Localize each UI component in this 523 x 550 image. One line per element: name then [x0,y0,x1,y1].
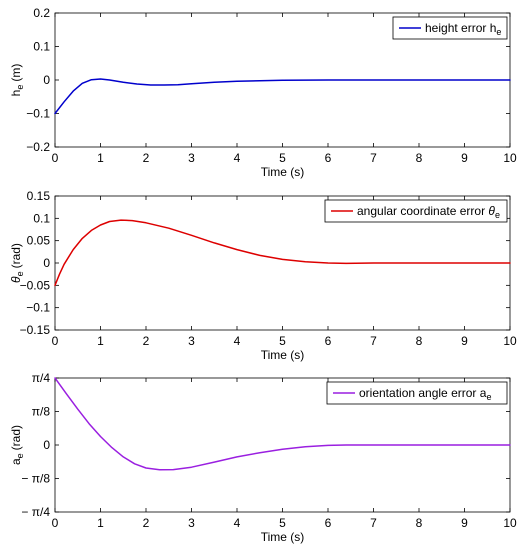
y-axis-label: he (m) [9,64,25,97]
y-tick-label: −0.1 [26,301,50,315]
x-tick-label: 7 [370,334,377,348]
x-tick-label: 10 [503,151,517,165]
legend: orientation angle error ae [326,381,508,405]
x-tick-label: 5 [279,334,286,348]
x-tick-label: 2 [143,151,150,165]
legend-box [326,381,508,405]
y-axis-symbol: a [9,458,23,465]
y-tick-label: 0.1 [33,211,50,225]
legend-symbol: h [490,21,497,35]
x-tick-label: 0 [52,151,59,165]
x-tick-label: 1 [97,151,104,165]
chart-panel-2: 0 1 2 3 4 5 6 7 8 9 10 −0.15 −0.1 −0.05 0 0.05 0.1 0.15 Ti… [9,189,517,362]
legend-subscript: e [495,210,500,220]
y-axis-symbol: h [9,90,23,97]
y-axis-subscript: e [15,85,25,90]
x-axis-label: Time (s) [261,348,305,362]
x-tick-label: 4 [234,151,241,165]
x-tick-label: 9 [461,334,468,348]
y-tick-label: −0.15 [20,323,51,337]
legend: height error he [392,16,508,40]
x-tick-label: 2 [143,516,150,530]
x-axis-label: Time (s) [261,165,305,179]
x-tick-label: 3 [188,516,195,530]
x-tick-label: 5 [279,151,286,165]
y-tick-label: − π/4 [21,505,50,519]
x-axis-label: Time (s) [261,530,305,544]
y-axis-symbol: θ [9,276,23,283]
x-tick-label: 7 [370,151,377,165]
x-tick-label: 4 [234,334,241,348]
series-line-1 [54,219,511,287]
y-tick-label: 0.05 [27,234,51,248]
legend-text: orientation angle error [359,386,480,400]
y-tick-label: 0.2 [33,6,50,20]
legend-label: angular coordinate error θe [357,204,500,220]
y-axis-label: ae (rad) [9,425,25,465]
y-tick-label: − π/8 [21,472,50,486]
y-tick-label: −0.1 [26,107,50,121]
legend-symbol: θ [488,204,495,218]
x-tick-label: 6 [325,151,332,165]
y-tick-label: −0.2 [26,140,50,154]
y-tick-label: −0.05 [20,278,51,292]
x-tick-label: 10 [503,516,517,530]
y-tick-label: 0.15 [27,189,51,203]
x-tick-label: 10 [503,334,517,348]
legend-text: height error [425,21,490,35]
legend-symbol: a [480,386,487,400]
x-tick-label: 3 [188,334,195,348]
x-tick-label: 7 [370,516,377,530]
y-tick-label: 0 [43,256,50,270]
x-tick-label: 1 [97,334,104,348]
y-tick-label: 0 [43,73,50,87]
y-tick-label: π/8 [32,405,51,419]
y-axis-unit: (rad) [9,243,23,268]
y-axis-subscript: e [15,453,25,458]
x-tick-label: 5 [279,516,286,530]
y-axis-label: θe (rad) [9,243,25,283]
x-tick-label: 8 [416,151,423,165]
legend-label: height error he [425,21,501,37]
x-tick-label: 1 [97,516,104,530]
y-axis-unit: (m) [9,64,23,82]
y-tick-label: 0.1 [33,40,50,54]
x-tick-label: 6 [325,516,332,530]
x-tick-label: 0 [52,516,59,530]
x-tick-label: 3 [188,151,195,165]
legend-subscript: e [496,27,501,37]
legend-label: orientation angle error ae [359,386,491,402]
y-tick-label: 0 [43,438,50,452]
series-line-1 [54,377,511,471]
x-tick-label: 9 [461,151,468,165]
legend-box [392,16,508,40]
legend-box [324,199,508,223]
legend-subscript: e [486,392,491,402]
y-axis-unit: (rad) [9,425,23,450]
legend: angular coordinate error θe [324,199,508,223]
y-tick-label: π/4 [32,371,51,385]
y-axis-subscript: e [15,271,25,276]
x-tick-label: 8 [416,334,423,348]
x-tick-label: 9 [461,516,468,530]
legend-text: angular coordinate error [357,204,488,218]
x-tick-label: 6 [325,334,332,348]
x-tick-label: 4 [234,516,241,530]
x-tick-label: 2 [143,334,150,348]
x-tick-label: 0 [52,334,59,348]
series-line-1 [54,78,511,115]
x-tick-label: 8 [416,516,423,530]
